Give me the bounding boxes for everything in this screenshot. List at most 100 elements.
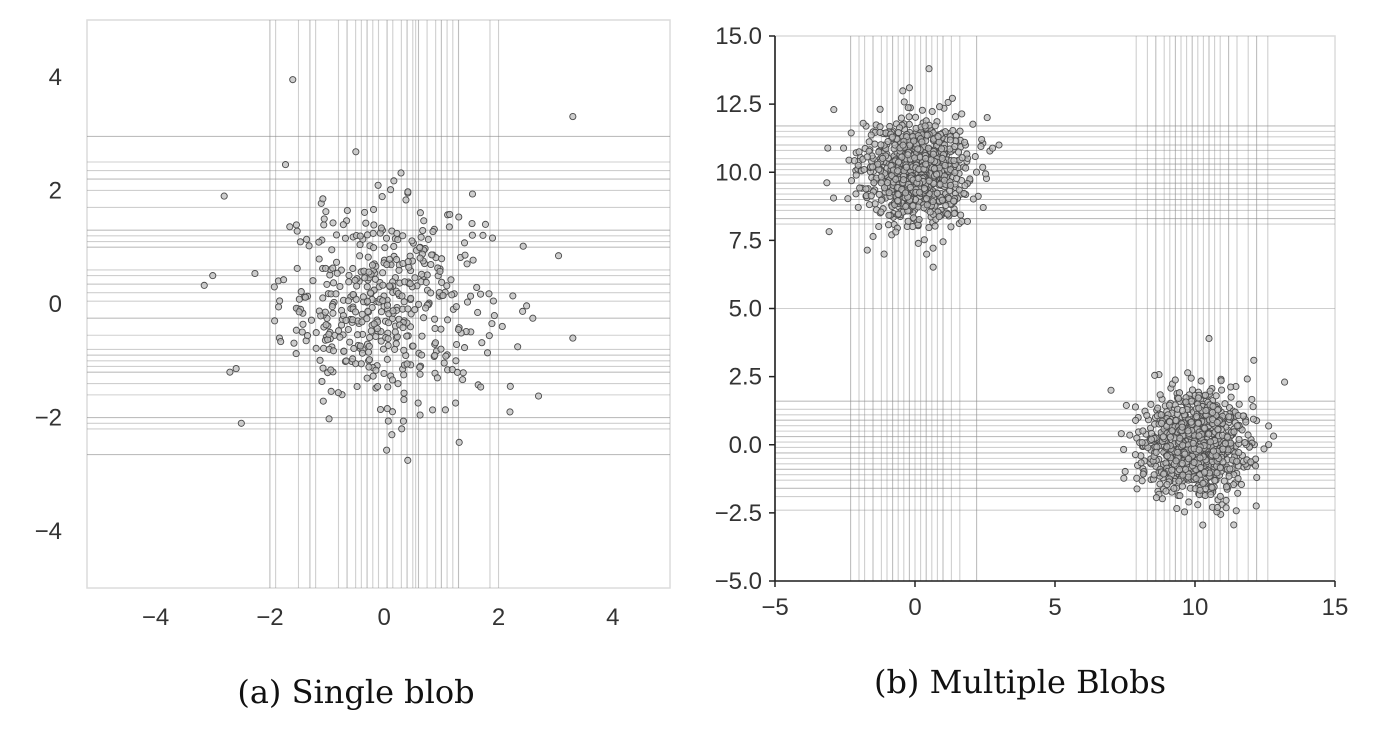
scatter-point bbox=[1242, 418, 1250, 426]
scatter-point bbox=[369, 229, 377, 237]
scatter-point bbox=[1206, 438, 1214, 446]
scatter-point bbox=[1211, 476, 1219, 485]
scatter-point bbox=[869, 232, 877, 241]
scatter-point bbox=[977, 142, 985, 150]
scatter-point bbox=[364, 307, 372, 315]
scatter-point bbox=[342, 316, 350, 324]
scatter-point bbox=[376, 405, 385, 414]
scatter-point bbox=[319, 195, 327, 203]
scatter-point bbox=[388, 431, 396, 439]
scatter-point bbox=[514, 343, 522, 351]
scatter-point bbox=[404, 188, 412, 196]
scatter-point bbox=[468, 190, 477, 198]
x-tick-label: 10 bbox=[1182, 594, 1209, 621]
scatter-point bbox=[955, 186, 963, 194]
scatter-point bbox=[1176, 492, 1184, 500]
scatter-point bbox=[1194, 394, 1202, 402]
scatter-point bbox=[1270, 432, 1278, 440]
scatter-point bbox=[367, 327, 375, 335]
scatter-point bbox=[353, 382, 361, 391]
scatter-point bbox=[523, 302, 531, 310]
scatter-point bbox=[420, 314, 428, 322]
scatter-point bbox=[918, 138, 926, 146]
scatter-point bbox=[942, 201, 950, 210]
scatter-point bbox=[509, 292, 517, 300]
y-tick-label: 0 bbox=[49, 291, 62, 318]
scatter-point bbox=[929, 263, 937, 271]
scatter-point bbox=[349, 264, 357, 273]
scatter-point bbox=[299, 320, 307, 328]
scatter-point bbox=[895, 158, 903, 166]
scatter-point bbox=[1172, 457, 1180, 465]
scatter-point bbox=[428, 251, 436, 259]
scatter-point bbox=[1175, 465, 1184, 474]
scatter-point bbox=[419, 227, 427, 235]
scatter-point bbox=[298, 328, 306, 336]
scatter-point bbox=[1162, 487, 1170, 495]
scatter-point bbox=[1182, 465, 1190, 473]
scatter-point bbox=[928, 107, 936, 116]
scatter-point bbox=[275, 303, 283, 311]
scatter-point bbox=[1222, 496, 1230, 504]
scatter-point bbox=[1227, 383, 1235, 391]
scatter-point bbox=[1195, 404, 1203, 412]
scatter-point bbox=[969, 120, 977, 128]
scatter-point bbox=[1168, 427, 1176, 435]
scatter-point bbox=[489, 297, 497, 305]
scatter-point bbox=[276, 297, 284, 305]
x-tick-label: 2 bbox=[492, 604, 505, 631]
scatter-point bbox=[366, 333, 374, 342]
scatter-point bbox=[384, 341, 392, 350]
scatter-point bbox=[863, 246, 871, 254]
scatter-point bbox=[459, 369, 467, 377]
scatter-point bbox=[894, 128, 903, 137]
scatter-point bbox=[325, 330, 333, 338]
scatter-point bbox=[1248, 395, 1256, 403]
scatter-point bbox=[1243, 375, 1251, 383]
x-axis-ticks: −5 0 5 10 15 bbox=[761, 581, 1348, 621]
scatter-point bbox=[411, 306, 419, 314]
x-tick-label: −5 bbox=[761, 594, 788, 621]
scatter-point bbox=[1185, 498, 1193, 506]
scatter-point bbox=[293, 264, 301, 272]
scatter-point bbox=[321, 308, 329, 316]
scatter-point bbox=[399, 232, 407, 240]
scatter-point bbox=[915, 215, 923, 224]
scatter-point bbox=[280, 276, 288, 284]
scatter-point bbox=[370, 244, 378, 252]
scatter-point bbox=[388, 376, 397, 384]
scatter-point bbox=[1207, 490, 1215, 499]
scatter-point bbox=[468, 220, 476, 228]
scatter-point bbox=[327, 366, 335, 374]
scatter-point bbox=[447, 276, 455, 284]
scatter-point bbox=[936, 103, 944, 111]
scatter-point bbox=[329, 219, 337, 227]
scatter-point bbox=[467, 292, 475, 300]
scatter-point bbox=[439, 291, 447, 300]
scatter-point bbox=[971, 152, 979, 161]
scatter-point bbox=[478, 339, 486, 347]
scatter-point bbox=[455, 213, 463, 221]
scatter-point bbox=[876, 105, 884, 113]
scatter-point bbox=[911, 113, 920, 121]
scatter-point bbox=[898, 153, 906, 161]
scatter-point bbox=[383, 355, 391, 363]
scatter-point bbox=[1181, 508, 1189, 516]
scatter-point bbox=[1184, 369, 1192, 377]
scatter-point bbox=[1133, 474, 1141, 482]
scatter-point bbox=[322, 321, 330, 329]
scatter-point bbox=[363, 374, 371, 382]
scatter-point bbox=[972, 168, 981, 176]
scatter-point bbox=[485, 290, 493, 298]
scatter-point bbox=[488, 320, 496, 328]
scatter-point bbox=[1117, 430, 1125, 438]
scatter-point bbox=[925, 65, 933, 73]
scatter-point bbox=[929, 198, 937, 206]
scatter-point bbox=[370, 221, 378, 229]
scatter-point bbox=[951, 113, 960, 121]
scatter-point bbox=[351, 276, 359, 284]
scatter-point bbox=[363, 315, 371, 323]
scatter-point bbox=[452, 399, 460, 407]
scatter-point bbox=[393, 229, 401, 237]
scatter-point bbox=[905, 120, 913, 128]
